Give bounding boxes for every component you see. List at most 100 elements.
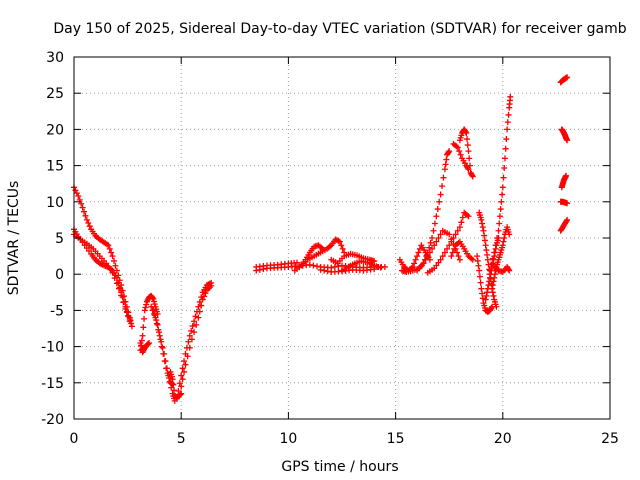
data-point xyxy=(498,198,505,205)
series-arc-26 xyxy=(474,253,496,315)
data-point xyxy=(160,350,167,357)
data-point xyxy=(139,332,146,339)
data-point xyxy=(105,263,112,270)
data-point xyxy=(420,260,427,267)
data-point xyxy=(149,294,156,301)
data-point xyxy=(381,263,388,270)
data-point xyxy=(106,245,113,252)
series-arc-29 xyxy=(486,93,514,274)
data-point xyxy=(490,256,497,263)
data-point xyxy=(176,380,183,387)
data-point xyxy=(564,137,571,144)
data-point xyxy=(310,262,317,269)
data-point xyxy=(465,148,472,155)
data-point xyxy=(426,249,433,256)
data-point xyxy=(150,307,157,314)
data-point xyxy=(489,285,496,292)
data-point xyxy=(412,256,419,263)
data-point xyxy=(184,353,191,360)
data-point xyxy=(474,253,481,260)
data-point xyxy=(186,344,193,351)
data-point xyxy=(489,255,496,262)
data-point xyxy=(122,305,129,312)
data-point xyxy=(179,365,186,372)
data-point xyxy=(446,231,453,238)
data-point xyxy=(199,296,206,303)
data-point xyxy=(483,292,490,299)
data-point xyxy=(321,267,328,274)
series-arc-24 xyxy=(448,238,476,263)
data-point xyxy=(506,231,513,238)
data-point xyxy=(202,290,209,297)
data-point xyxy=(151,311,158,318)
axis-ticks: 0 5 10 15 20 25 -20 -15 -10 -5 0 5 10 15 20 25 30 xyxy=(41,50,619,447)
data-point xyxy=(442,161,449,168)
data-point xyxy=(338,242,345,249)
data-point xyxy=(143,301,150,308)
data-point xyxy=(79,204,86,211)
data-point xyxy=(188,327,195,334)
y-tick-label: -5 xyxy=(50,303,64,319)
data-point xyxy=(151,312,158,319)
data-point xyxy=(564,74,571,81)
data-point xyxy=(499,184,506,191)
data-point xyxy=(150,295,157,302)
data-point xyxy=(164,370,171,377)
data-point xyxy=(148,303,155,310)
data-point xyxy=(456,256,463,263)
data-point xyxy=(456,224,463,231)
data-point xyxy=(153,317,160,324)
data-point xyxy=(500,238,507,245)
data-point xyxy=(494,235,501,241)
series-arc-22 xyxy=(450,140,472,173)
y-tick-label: 25 xyxy=(46,86,64,102)
y-tick-label: -20 xyxy=(41,412,64,428)
data-point xyxy=(563,172,570,179)
data-point xyxy=(154,321,161,328)
data-point xyxy=(483,247,490,254)
data-point xyxy=(441,249,448,256)
series-arc-35 xyxy=(557,216,571,234)
data-point xyxy=(463,130,470,137)
data-point xyxy=(477,279,484,286)
data-point xyxy=(499,191,506,198)
data-point xyxy=(475,262,482,269)
data-point xyxy=(497,206,504,213)
data-point xyxy=(195,314,202,321)
data-point xyxy=(335,263,342,270)
data-point xyxy=(489,303,496,310)
data-point xyxy=(201,293,208,300)
data-point xyxy=(454,227,461,234)
data-point xyxy=(317,266,324,273)
data-point xyxy=(198,302,205,309)
data-point xyxy=(482,242,489,249)
data-point xyxy=(486,267,493,274)
data-point xyxy=(448,238,455,245)
data-point xyxy=(112,262,119,269)
y-tick-label: 5 xyxy=(55,231,64,247)
data-point xyxy=(192,313,199,320)
data-point xyxy=(495,227,502,234)
data-point xyxy=(182,361,189,368)
data-point xyxy=(479,220,486,227)
data-point xyxy=(138,343,145,350)
data-point xyxy=(457,151,464,158)
data-point xyxy=(181,358,188,365)
data-point xyxy=(431,220,438,227)
data-point xyxy=(431,242,438,249)
data-series xyxy=(71,74,571,404)
data-point xyxy=(499,242,506,249)
data-point xyxy=(482,296,489,303)
x-axis-label: GPS time / hours xyxy=(281,459,398,475)
data-point xyxy=(324,268,331,275)
data-point xyxy=(313,263,320,270)
data-point xyxy=(191,318,198,325)
data-point xyxy=(78,200,85,207)
data-point xyxy=(504,126,511,133)
data-point xyxy=(564,216,571,223)
data-point xyxy=(501,235,508,241)
data-point xyxy=(466,162,473,169)
data-point xyxy=(109,269,116,276)
data-point xyxy=(444,245,451,252)
data-point xyxy=(479,295,486,302)
